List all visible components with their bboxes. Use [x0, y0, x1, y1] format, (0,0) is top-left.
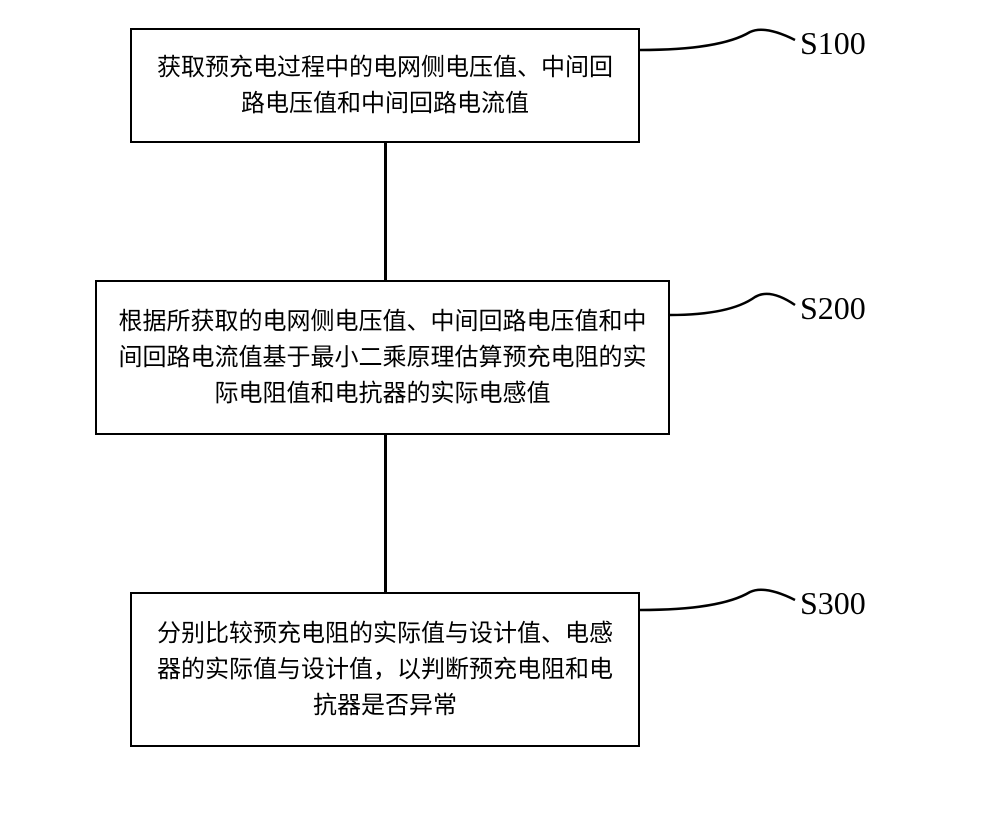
curve-connector-s300	[640, 582, 800, 632]
flow-text-s300: 分别比较预充电阻的实际值与设计值、电感器的实际值与设计值，以判断预充电阻和电抗器…	[152, 616, 618, 724]
flow-text-s200: 根据所获取的电网侧电压值、中间回路电压值和中间回路电流值基于最小二乘原理估算预充…	[117, 304, 648, 412]
step-label-s100: S100	[800, 25, 866, 62]
curve-connector-s100	[640, 22, 800, 72]
flow-text-s100: 获取预充电过程中的电网侧电压值、中间回路电压值和中间回路电流值	[152, 50, 618, 122]
flow-box-s300: 分别比较预充电阻的实际值与设计值、电感器的实际值与设计值，以判断预充电阻和电抗器…	[130, 592, 640, 747]
step-label-s200: S200	[800, 290, 866, 327]
step-label-s300: S300	[800, 585, 866, 622]
connector-s100-s200	[384, 143, 387, 280]
flowchart-container: 获取预充电过程中的电网侧电压值、中间回路电压值和中间回路电流值 S100 根据所…	[0, 0, 1000, 817]
flow-box-s200: 根据所获取的电网侧电压值、中间回路电压值和中间回路电流值基于最小二乘原理估算预充…	[95, 280, 670, 435]
curve-connector-s200	[670, 285, 800, 335]
flow-box-s100: 获取预充电过程中的电网侧电压值、中间回路电压值和中间回路电流值	[130, 28, 640, 143]
connector-s200-s300	[384, 435, 387, 592]
